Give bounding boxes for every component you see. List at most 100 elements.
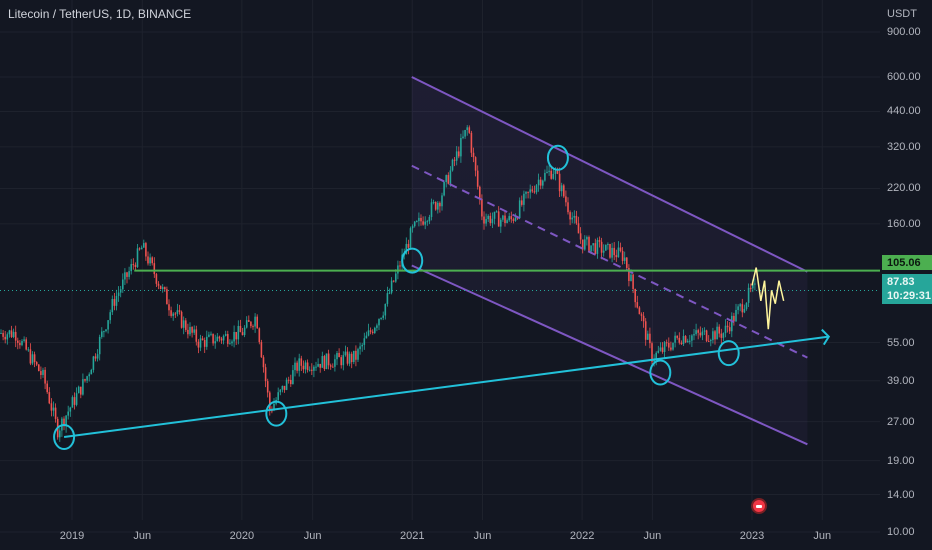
candle-body xyxy=(521,200,523,205)
candle-body xyxy=(279,389,282,393)
candle-body xyxy=(65,415,67,427)
candle-body xyxy=(416,221,418,223)
candle-body xyxy=(546,171,548,173)
candle-body xyxy=(353,350,355,363)
candle-body xyxy=(67,411,69,416)
candle-body xyxy=(560,185,563,192)
candle-body xyxy=(157,283,160,286)
candle-body xyxy=(48,392,51,404)
candle-body xyxy=(741,304,744,313)
candle-body xyxy=(176,310,179,314)
candle-body xyxy=(617,247,620,258)
candle-body xyxy=(329,365,332,367)
circled-point[interactable] xyxy=(53,424,76,451)
price-tick-label: 27.00 xyxy=(887,415,915,428)
candle-body xyxy=(380,317,382,320)
candle-body xyxy=(342,355,345,366)
support-line[interactable] xyxy=(63,335,829,438)
candle-body xyxy=(128,271,130,277)
candle-body xyxy=(340,357,342,366)
candle-body xyxy=(703,330,706,332)
channel-mid-line[interactable] xyxy=(411,164,808,359)
candle-body xyxy=(621,250,624,261)
candle-body xyxy=(69,407,72,412)
candle-body xyxy=(220,338,223,341)
candle-body xyxy=(451,159,454,171)
candle-body xyxy=(214,341,216,344)
candle-body xyxy=(689,340,691,342)
candle-body xyxy=(180,311,183,328)
candle-body xyxy=(161,287,164,290)
candle-body xyxy=(250,321,252,327)
candle-body xyxy=(136,248,139,267)
candle-body xyxy=(323,356,326,370)
candle-body xyxy=(271,410,273,412)
bar-countdown: 10:29:31 xyxy=(887,290,932,302)
candle-body xyxy=(632,274,634,289)
price-axis-unit: USDT xyxy=(887,8,917,20)
circled-point[interactable] xyxy=(649,359,672,386)
candle-body xyxy=(649,333,651,344)
candle-body xyxy=(600,241,603,253)
candle-body xyxy=(210,333,212,335)
candle-body xyxy=(371,331,374,333)
candle-body xyxy=(592,243,594,246)
candle-body xyxy=(254,316,256,327)
candle-body xyxy=(0,333,2,335)
candle-body xyxy=(674,335,676,343)
candle-body xyxy=(199,338,202,348)
circled-point[interactable] xyxy=(401,247,424,274)
candle-body xyxy=(722,333,725,338)
candle-body xyxy=(248,320,250,322)
candle-body xyxy=(378,319,380,326)
event-flag-icon[interactable] xyxy=(751,498,767,514)
price-tick-label: 19.00 xyxy=(887,454,915,467)
chart-title: Litecoin / TetherUS, 1D, BINANCE xyxy=(8,7,192,21)
candle-body xyxy=(88,374,90,377)
candle-body xyxy=(487,215,489,220)
candle-body xyxy=(468,127,471,133)
candle-body xyxy=(743,308,746,313)
candle-body xyxy=(287,379,290,381)
candle-body xyxy=(191,327,193,333)
candle-body xyxy=(151,257,153,264)
candle-body xyxy=(294,362,296,371)
candle-body xyxy=(327,353,330,366)
circled-point[interactable] xyxy=(717,340,740,367)
candle-body xyxy=(426,221,429,223)
price-tick-label: 10.00 xyxy=(887,525,915,538)
circled-point[interactable] xyxy=(265,400,288,427)
candle-body xyxy=(376,325,378,328)
candle-body xyxy=(138,248,141,250)
candle-body xyxy=(655,352,657,361)
candle-body xyxy=(269,392,271,411)
candle-body xyxy=(71,397,74,408)
candle-body xyxy=(222,335,225,341)
candle-body xyxy=(500,219,502,227)
candle-body xyxy=(628,267,630,281)
candle-body xyxy=(754,283,756,285)
candle-body xyxy=(4,336,6,340)
circled-point[interactable] xyxy=(546,144,569,171)
channel-upper-line[interactable] xyxy=(411,76,808,273)
candle-body xyxy=(588,237,590,252)
candle-body xyxy=(718,326,720,334)
candle-body xyxy=(529,189,531,193)
candle-body xyxy=(676,335,678,338)
channel-lower-line[interactable] xyxy=(411,264,808,446)
candle-body xyxy=(668,342,670,348)
projection-path[interactable] xyxy=(751,267,785,330)
candle-body xyxy=(476,170,479,187)
candle-body xyxy=(8,330,11,335)
price-tick-label: 600.00 xyxy=(887,71,921,84)
candle-body xyxy=(481,199,483,217)
support-arrow-head xyxy=(821,328,831,346)
candle-body xyxy=(266,381,269,393)
candle-body xyxy=(212,333,214,344)
candle-body xyxy=(101,331,103,337)
candle-body xyxy=(216,336,219,342)
price-tick-label: 55.00 xyxy=(887,336,915,349)
candle-body xyxy=(334,359,336,367)
candle-body xyxy=(657,350,660,353)
